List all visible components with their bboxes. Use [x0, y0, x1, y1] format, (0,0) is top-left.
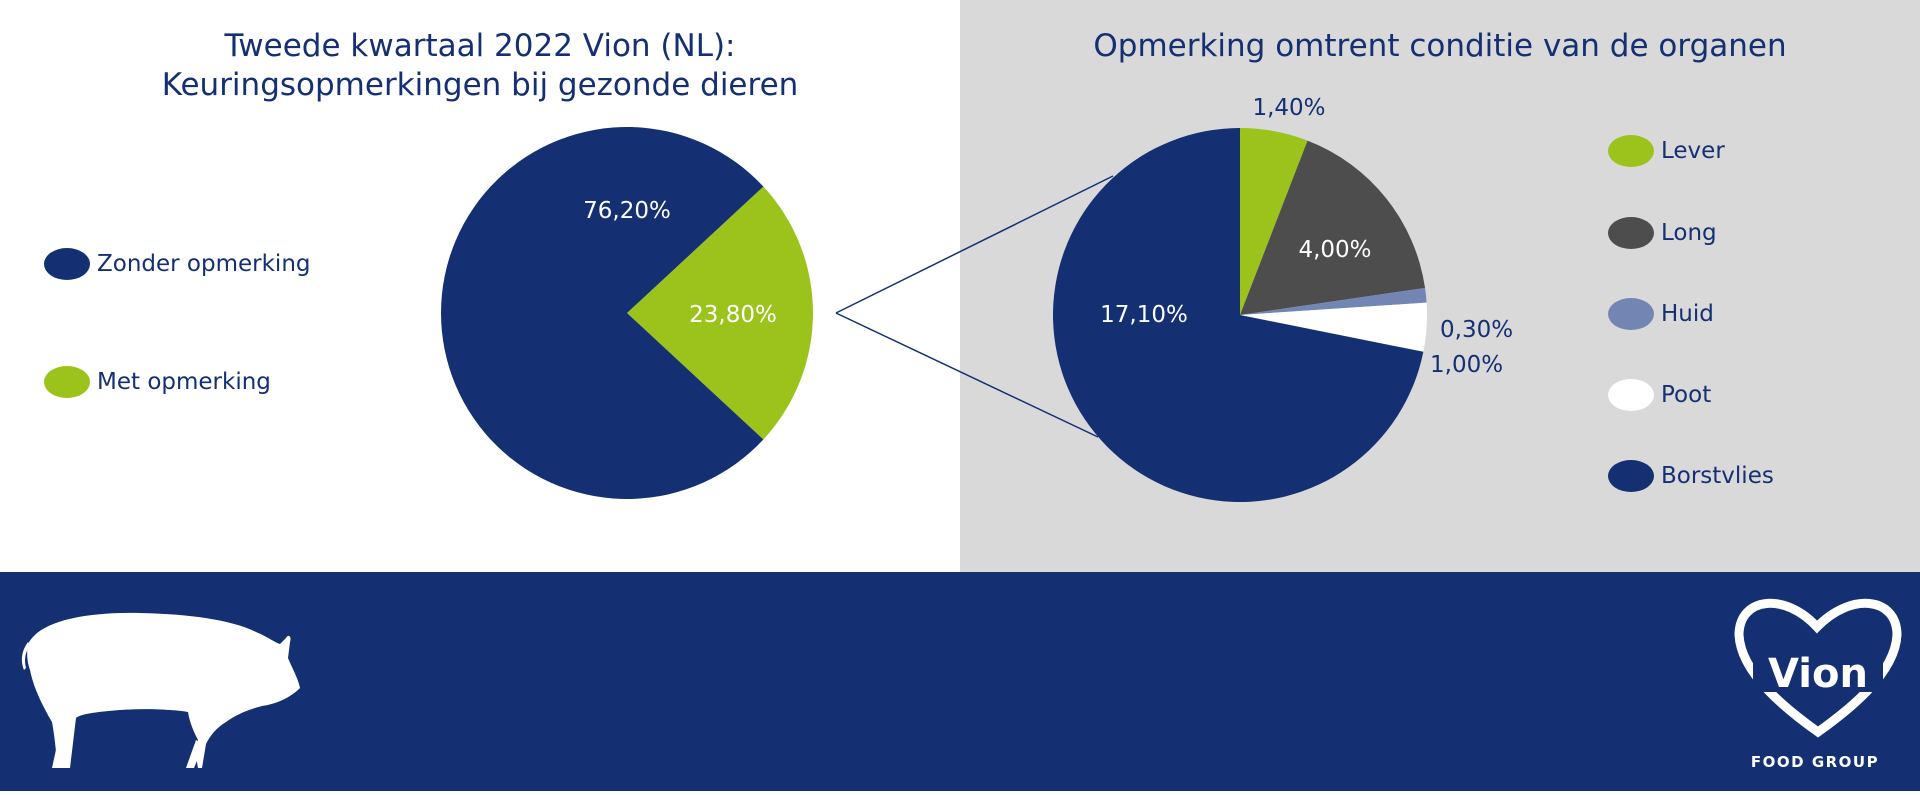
right-pie-chart: 1,40% 4,00% 0,30% 1,00% 17,10% — [1053, 95, 1513, 502]
left-pie-chart: 23,80% 76,20% — [441, 127, 814, 500]
pig-icon — [21, 612, 301, 768]
legend-swatch — [1608, 135, 1654, 167]
legend-swatch — [1608, 460, 1654, 492]
vion-logo: Vion FOOD GROUP — [1734, 599, 1902, 771]
footer-band: Vion FOOD GROUP — [0, 572, 1920, 791]
pie-slice-huid — [1240, 287, 1427, 315]
pie-slice-lever — [1240, 128, 1308, 315]
data-label-zonder-opmerking: 76,20% — [583, 198, 671, 224]
data-label-lever: 1,40% — [1252, 95, 1325, 121]
vion-logo-backing — [1753, 650, 1883, 692]
legend-item-huid: Huid — [1608, 298, 1714, 330]
legend-item-long: Long — [1608, 217, 1717, 249]
data-label-huid: 0,30% — [1440, 317, 1513, 343]
left-chart-title: Tweede kwartaal 2022 Vion (NL): Keurings… — [80, 27, 880, 105]
legend-swatch — [1608, 217, 1654, 249]
legend-label: Borstvlies — [1661, 463, 1774, 489]
legend-swatch — [44, 248, 90, 280]
data-label-borstvlies: 17,10% — [1100, 302, 1188, 328]
footer-graphics: Vion FOOD GROUP — [0, 572, 1920, 791]
legend-item-lever: Lever — [1608, 135, 1725, 167]
pie-slice-borstvlies — [1053, 128, 1424, 502]
right-chart-title: Opmerking omtrent conditie van de organe… — [1093, 28, 1787, 64]
legend-item-poot: Poot — [1608, 379, 1711, 411]
legend-swatch — [1608, 298, 1654, 330]
legend-item-borstvlies: Borstvlies — [1608, 460, 1774, 492]
legend-label: Zonder opmerking — [97, 251, 311, 277]
connector-line-top — [835, 175, 1114, 314]
legend-swatch — [1608, 379, 1654, 411]
pie-slice-met-opmerking — [627, 186, 814, 440]
pie-slice-long — [1240, 140, 1426, 315]
legend-swatch — [44, 366, 90, 398]
data-label-long: 4,00% — [1298, 237, 1371, 263]
left-title-line2: Keuringsopmerkingen bij gezonde dieren — [161, 67, 799, 103]
legend-label: Met opmerking — [97, 369, 271, 395]
legend-label: Poot — [1661, 382, 1712, 408]
vion-logo-tagline: FOOD GROUP — [1751, 753, 1879, 771]
legend-label: Long — [1661, 220, 1717, 246]
pie-slice-poot — [1240, 302, 1427, 352]
legend-label: Huid — [1661, 301, 1714, 327]
legend-item-zonder-opmerking: Zonder opmerking — [44, 248, 311, 280]
pie-slice-zonder-opmerking — [441, 127, 764, 500]
charts-layer: 23,80% 76,20% 1,40% 4,00% 0,30% 1,00% 17,10% — [441, 95, 1513, 502]
legend-label: Lever — [1661, 138, 1725, 164]
vion-logo-text: Vion — [1768, 651, 1868, 697]
data-label-poot: 1,00% — [1430, 352, 1503, 378]
footer-background — [0, 572, 1920, 791]
data-label-met-opmerking: 23,80% — [689, 302, 777, 328]
legend-item-met-opmerking: Met opmerking — [44, 366, 271, 398]
heart-icon — [1734, 599, 1902, 738]
left-title-line1: Tweede kwartaal 2022 Vion (NL): — [224, 28, 736, 64]
connector-line-bottom — [835, 312, 1099, 438]
